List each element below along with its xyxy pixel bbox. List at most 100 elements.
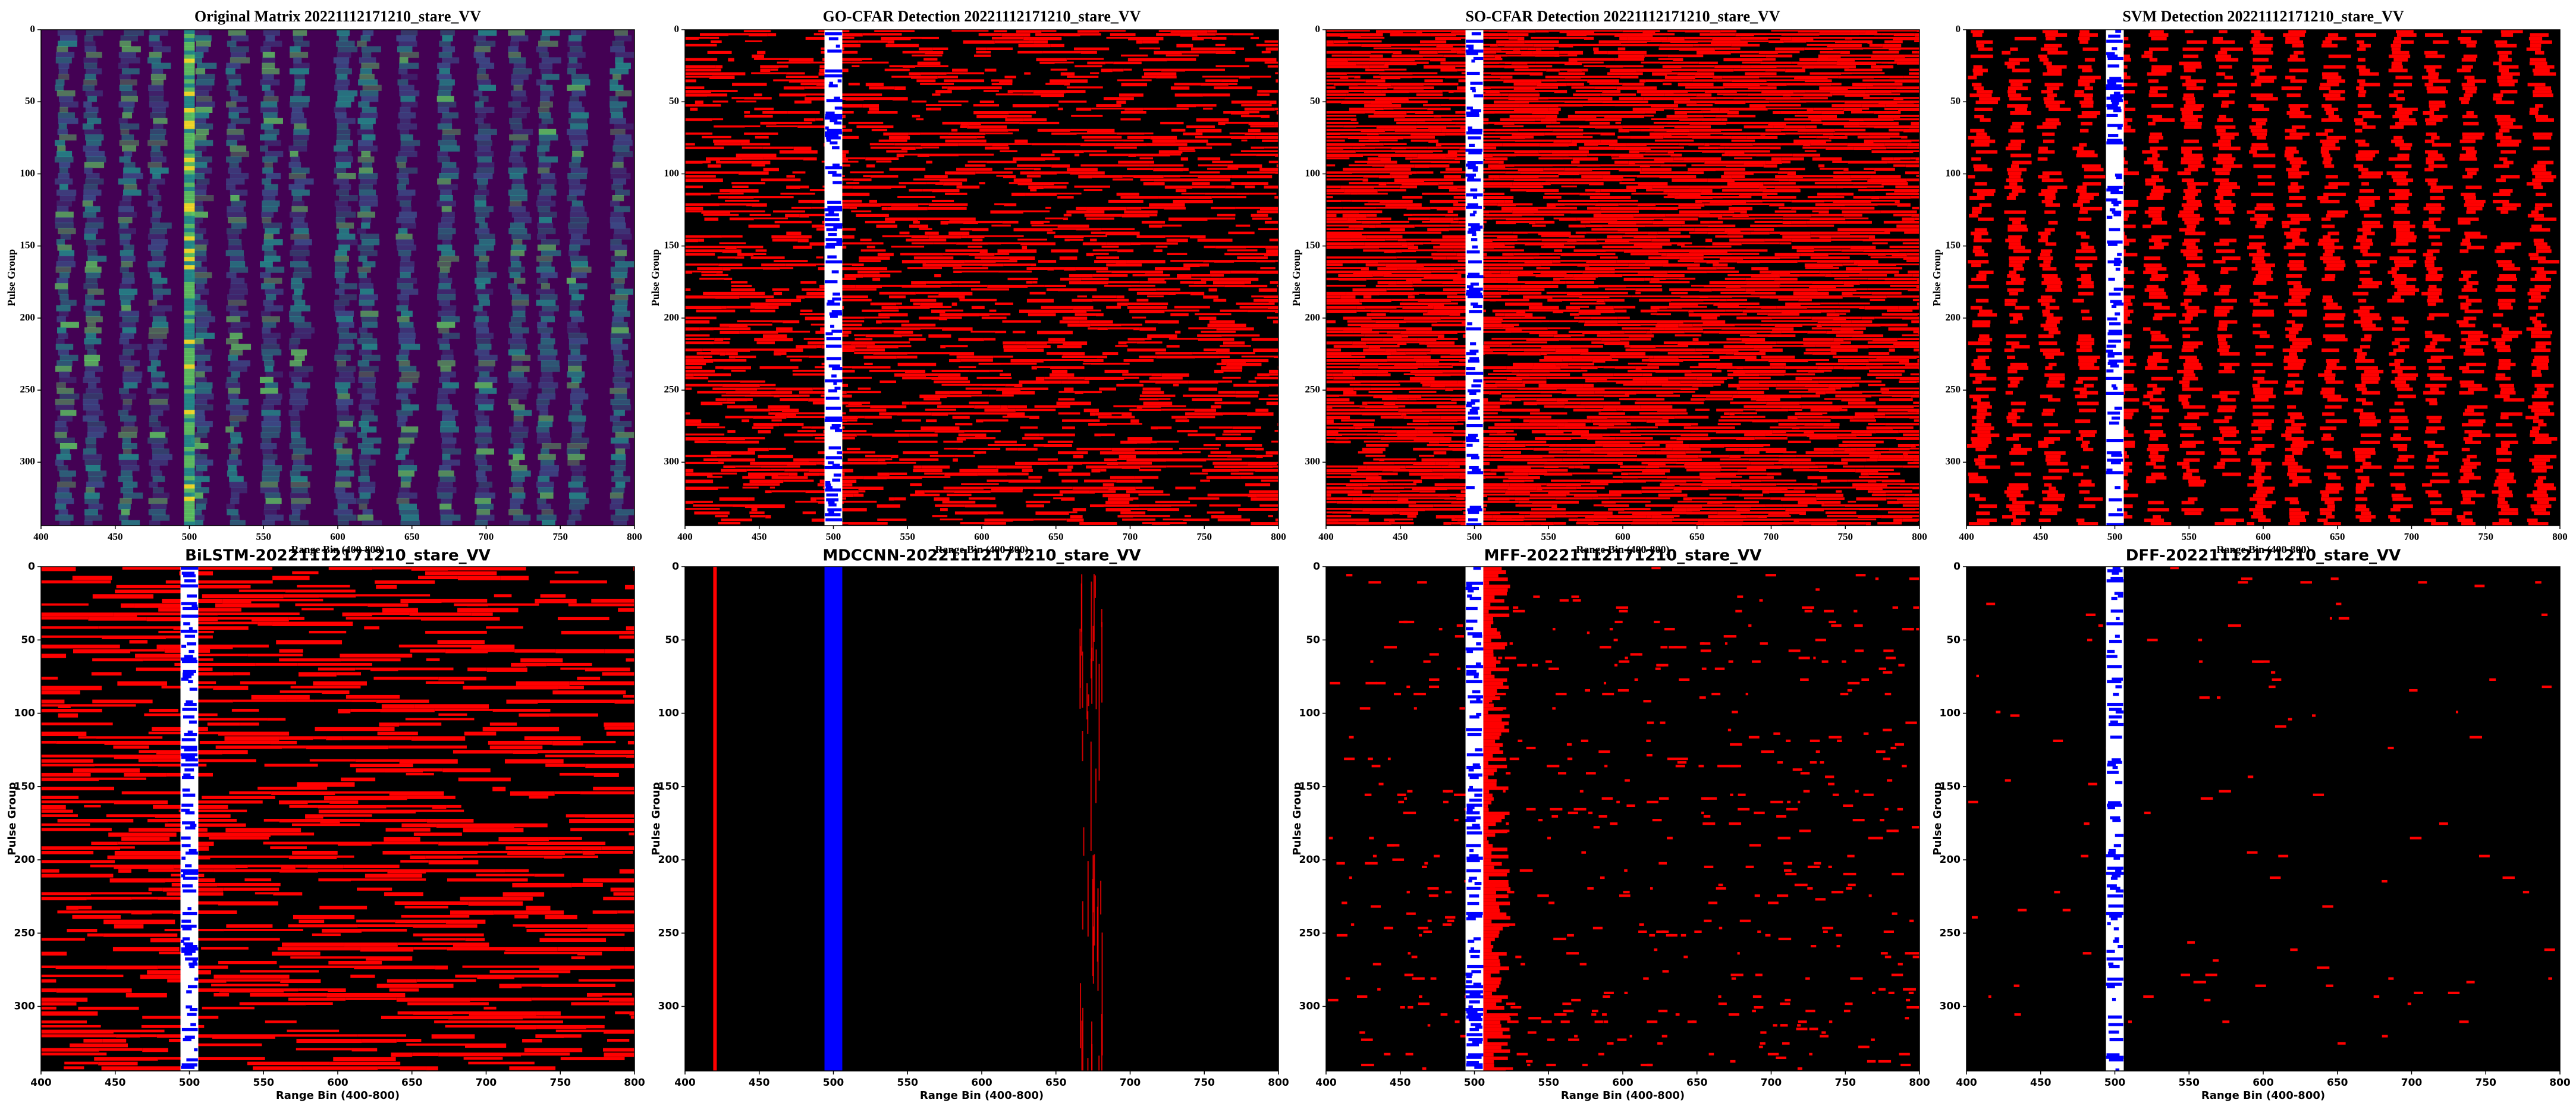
detection — [786, 72, 805, 75]
texture — [184, 50, 195, 55]
texture — [399, 300, 410, 306]
texture — [194, 310, 212, 317]
texture — [149, 178, 165, 185]
detection — [685, 93, 708, 97]
texture — [191, 272, 212, 278]
texture — [289, 514, 300, 521]
detection — [793, 146, 812, 150]
detection — [685, 175, 716, 178]
detection — [1872, 242, 1888, 244]
detection — [1091, 108, 1125, 110]
texture — [57, 244, 72, 251]
texture — [85, 106, 99, 113]
detection — [1871, 54, 1905, 58]
detection — [1833, 47, 1864, 50]
detection — [1031, 263, 1036, 266]
detection — [1147, 295, 1164, 298]
detection — [1154, 267, 1190, 271]
texture — [87, 118, 102, 124]
detection — [870, 146, 901, 149]
texture — [612, 426, 625, 433]
detection — [932, 189, 960, 193]
detection — [1395, 150, 1433, 153]
detection — [1176, 189, 1187, 193]
detection — [685, 271, 693, 274]
detection — [1380, 76, 1400, 80]
detection — [1538, 90, 1554, 92]
detection — [1501, 206, 1538, 210]
detection — [1518, 128, 1553, 131]
detection — [1141, 76, 1157, 78]
detection — [773, 394, 780, 398]
detection — [1079, 320, 1113, 323]
detection — [984, 409, 1016, 412]
detection — [1532, 51, 1560, 55]
texture — [337, 404, 349, 411]
detection — [1559, 30, 1594, 33]
texture — [438, 481, 453, 488]
detection — [1529, 221, 1536, 225]
detection — [744, 394, 774, 397]
detection — [1779, 168, 1805, 171]
texture — [59, 272, 70, 278]
detection — [1916, 104, 1920, 108]
detection — [881, 203, 891, 206]
detection — [1698, 111, 1703, 114]
detection — [1118, 461, 1152, 465]
texture — [540, 35, 550, 42]
detection — [1810, 72, 1842, 75]
detection — [1686, 104, 1713, 106]
detection — [738, 171, 769, 175]
texture — [509, 487, 524, 494]
texture — [335, 217, 345, 224]
detection — [1089, 412, 1096, 416]
texture — [184, 83, 195, 89]
detection — [1127, 58, 1167, 62]
detection — [685, 461, 724, 464]
detection — [1681, 224, 1708, 227]
detection — [1326, 224, 1349, 227]
texture — [570, 487, 589, 494]
detection — [1515, 242, 1525, 244]
detection — [1057, 171, 1070, 174]
texture — [400, 106, 411, 113]
texture — [121, 90, 137, 97]
texture — [398, 332, 416, 339]
texture — [399, 376, 419, 384]
detection — [1367, 161, 1397, 164]
detection — [712, 100, 728, 103]
detection — [964, 430, 1001, 433]
detection — [840, 433, 857, 437]
texture — [122, 112, 133, 119]
texture — [611, 487, 625, 494]
detection — [1024, 433, 1040, 436]
detection — [1364, 203, 1386, 206]
detection — [1723, 217, 1755, 220]
detection — [685, 249, 722, 253]
detection — [1163, 519, 1183, 521]
detection — [1147, 334, 1177, 338]
detection — [1619, 168, 1642, 172]
panel: 400 450 500 550 600 650 700 750 8000501001502002… — [649, 8, 1286, 556]
detection — [752, 203, 767, 207]
detection — [744, 409, 771, 412]
detection — [1650, 132, 1672, 136]
texture — [292, 294, 302, 301]
detection — [976, 376, 982, 379]
detection — [1500, 76, 1513, 79]
texture — [184, 310, 195, 316]
detection — [1750, 231, 1770, 235]
detection — [1207, 494, 1248, 497]
target-detection — [825, 134, 839, 137]
detection — [1183, 168, 1189, 171]
detection — [721, 306, 727, 309]
texture — [335, 476, 351, 482]
detection — [841, 376, 872, 379]
detection — [1644, 54, 1668, 57]
detection — [685, 433, 725, 436]
texture — [508, 228, 527, 234]
texture — [191, 288, 209, 295]
detection — [854, 334, 866, 337]
detection — [1097, 356, 1108, 359]
detection — [1326, 111, 1365, 114]
